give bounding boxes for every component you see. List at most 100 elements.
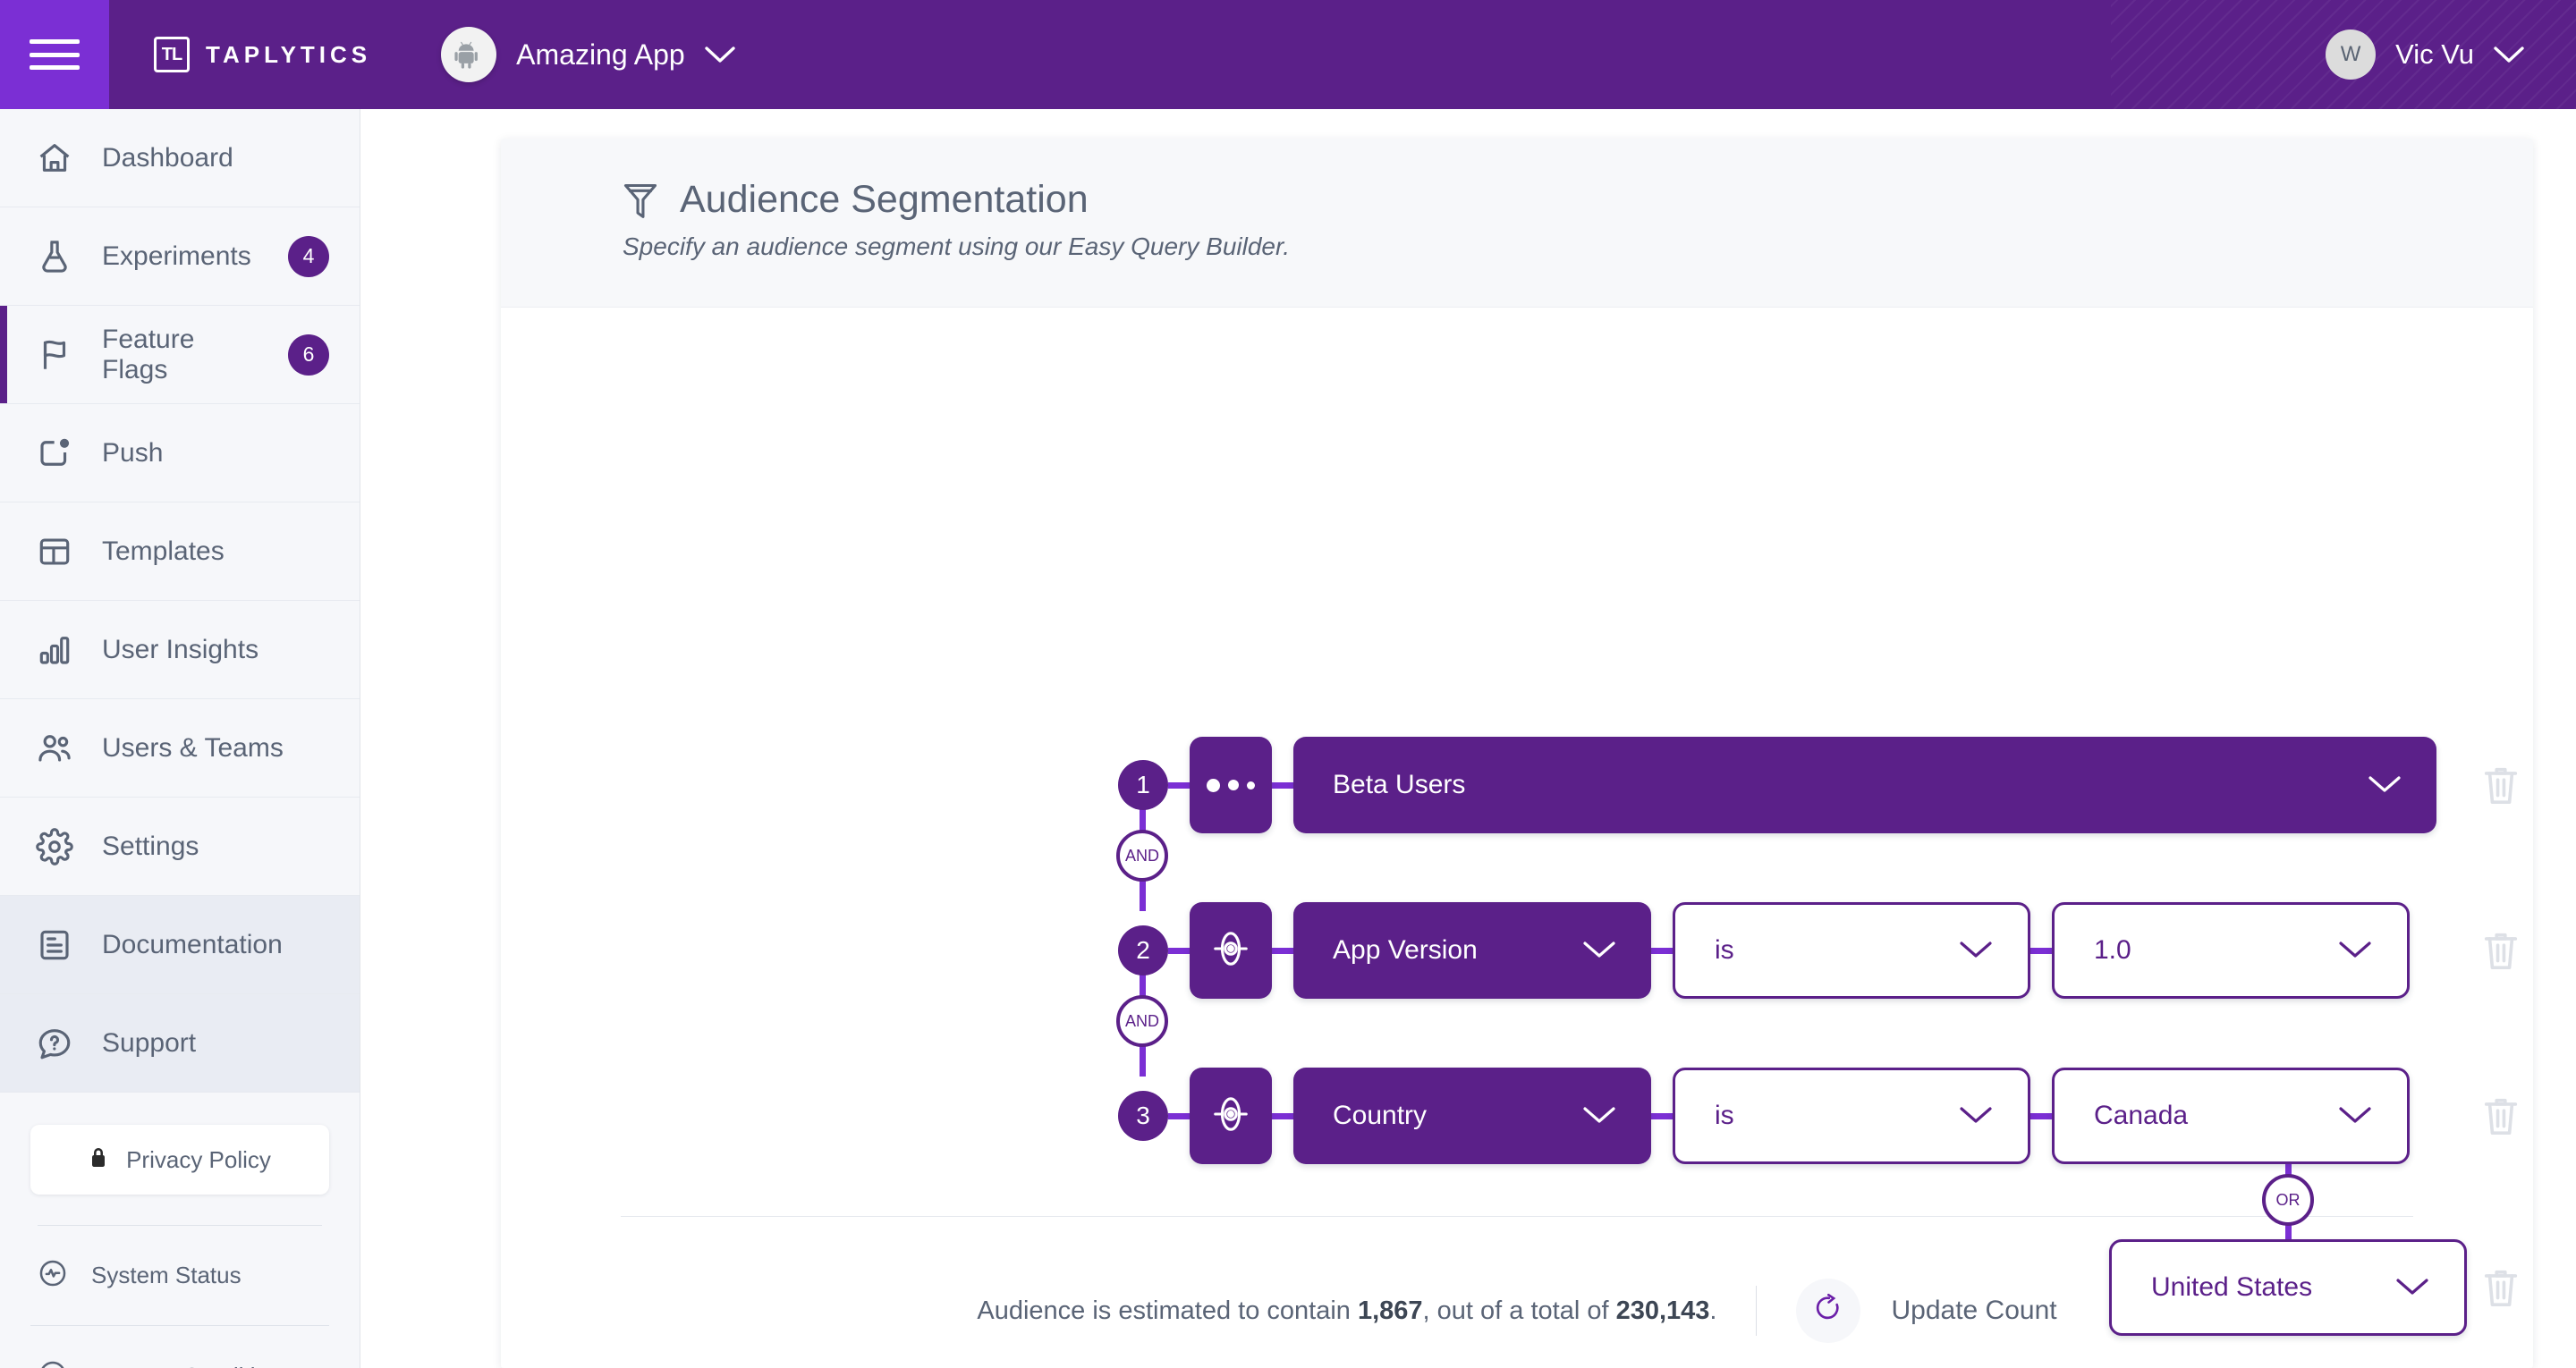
sidebar-item-templates[interactable]: Templates [0, 502, 360, 601]
sidebar-item-feature-flags[interactable]: Feature Flags 6 [0, 306, 360, 404]
sidebar-item-label: Documentation [102, 929, 283, 959]
sidebar-item-label: Feature Flags [102, 324, 195, 384]
row-connector [2030, 1112, 2052, 1119]
sidebar-item-settings[interactable]: Settings [0, 798, 360, 896]
value-select-row-3[interactable]: Canada [2052, 1068, 2410, 1164]
sidebar-item-documentation[interactable]: Documentation [0, 896, 360, 994]
trash-icon[interactable] [2480, 927, 2521, 974]
bar-chart-icon [34, 629, 75, 671]
sidebar: Dashboard Experiments 4 Feature Flags 6 Push T… [0, 109, 360, 1368]
privacy-policy-label: Privacy Policy [126, 1145, 271, 1173]
estimate-middle: , out of a total of [1422, 1296, 1616, 1325]
star-circle-icon [38, 1359, 68, 1368]
row-connector [1272, 947, 1293, 954]
operator-value: is [1715, 1101, 1734, 1130]
trash-icon[interactable] [2480, 762, 2521, 808]
operator-select-row-2[interactable]: is [1673, 902, 2030, 999]
user-menu[interactable]: W Vic Vu [2326, 30, 2576, 80]
sidebar-item-users-teams[interactable]: Users & Teams [0, 699, 360, 798]
brand-logo[interactable]: TL TAPLYTICS [109, 37, 371, 72]
system-status-label: System Status [91, 1262, 242, 1288]
audience-estimate-text: Audience is estimated to contain 1,867, … [977, 1296, 1716, 1326]
query-row-3: 3 Country [1118, 1068, 2410, 1164]
sidebar-item-label: Dashboard [102, 142, 233, 173]
app-selector[interactable]: Amazing App [441, 27, 735, 82]
sidebar-item-user-insights[interactable]: User Insights [0, 601, 360, 699]
query-sub-row-actions: OR [2480, 1239, 2533, 1336]
sidebar-item-label: Settings [102, 831, 199, 861]
query-row-1-actions: OR [2480, 737, 2533, 833]
sidebar-item-system-status[interactable]: System Status [30, 1226, 329, 1326]
sidebar-item-support[interactable]: Support [0, 994, 360, 1093]
row-connector [1651, 947, 1673, 954]
segment-type-icon-button[interactable] [1190, 1068, 1272, 1164]
chevron-down-icon [2339, 1101, 2371, 1131]
field-value: Beta Users [1333, 770, 1466, 799]
sidebar-item-dashboard[interactable]: Dashboard [0, 109, 360, 207]
update-count-button[interactable] [1796, 1279, 1861, 1343]
value-value: Canada [2094, 1101, 2189, 1130]
field-value: App Version [1333, 935, 1478, 965]
value-value: 1.0 [2094, 935, 2131, 965]
step-number: 3 [1118, 1091, 1168, 1141]
main-content: Audience Segmentation Specify an audienc… [360, 109, 2576, 1368]
query-builder: AND AND 1 Beta Users [501, 308, 2533, 1336]
sidebar-item-label: Push [102, 437, 164, 468]
target-icon [1211, 929, 1250, 973]
sidebar-item-experiments[interactable]: Experiments 4 [0, 207, 360, 306]
summary-separator [1756, 1286, 1758, 1336]
sidebar-item-push[interactable]: Push [0, 404, 360, 502]
value-select-row-2[interactable]: 1.0 [2052, 902, 2410, 999]
value-select-sub-row[interactable]: United States [2109, 1239, 2467, 1336]
user-name-label: Vic Vu [2395, 38, 2474, 70]
hamburger-menu-button[interactable] [0, 0, 109, 109]
query-row-2-actions: OR [2480, 902, 2533, 999]
trash-icon[interactable] [2480, 1264, 2521, 1311]
brand-name: TAPLYTICS [206, 40, 372, 68]
step-number: 2 [1118, 925, 1168, 975]
android-robot-icon [441, 27, 497, 82]
footer-divider [38, 1225, 322, 1226]
join-node-and-2[interactable]: AND [1116, 995, 1168, 1047]
estimate-total: 230,143 [1615, 1296, 1710, 1325]
query-row-1: 1 Beta Users [1118, 737, 2436, 833]
trash-icon[interactable] [2480, 1093, 2521, 1139]
row-connector [1272, 1112, 1293, 1119]
field-select-beta-users[interactable]: Beta Users [1293, 737, 2436, 833]
sidebar-item-label: Experiments [102, 241, 251, 271]
taplytics-mark-icon: TL [154, 37, 190, 72]
field-select-app-version[interactable]: App Version [1293, 902, 1651, 999]
segment-type-icon-button[interactable] [1190, 737, 1272, 833]
flag-icon [34, 334, 75, 376]
join-node-and-1[interactable]: AND [1116, 830, 1168, 882]
document-icon [34, 925, 75, 966]
app-name-label: Amazing App [516, 38, 685, 71]
footer-divider [621, 1216, 2413, 1217]
top-bar: TL TAPLYTICS Amazing App W Vic Vu [0, 0, 2576, 109]
funnel-icon [621, 179, 660, 222]
value-value: United States [2151, 1272, 2313, 1302]
query-sub-row: United States [2109, 1239, 2467, 1336]
join-node-or[interactable]: OR [2262, 1174, 2314, 1226]
privacy-policy-button[interactable]: Privacy Policy [30, 1125, 329, 1195]
operator-select-row-3[interactable]: is [1673, 1068, 2030, 1164]
page-subtitle: Specify an audience segment using our Ea… [623, 232, 1291, 260]
estimate-count: 1,867 [1357, 1296, 1423, 1325]
layout-icon [34, 531, 75, 572]
sidebar-item-label: User Insights [102, 634, 259, 664]
field-select-country[interactable]: Country [1293, 1068, 1651, 1164]
terms-conditions-label: Terms & Conditions [91, 1363, 292, 1368]
segment-type-icon-button[interactable] [1190, 902, 1272, 999]
sidebar-footer: Privacy Policy System Status Terms & Con… [0, 1093, 360, 1368]
gear-icon [34, 826, 75, 867]
chevron-down-icon [1960, 935, 1992, 966]
sidebar-item-label: Templates [102, 536, 225, 566]
row-connector [1168, 781, 1190, 789]
row-connector [1272, 781, 1293, 789]
home-icon [34, 138, 75, 179]
update-count-label[interactable]: Update Count [1891, 1296, 2057, 1325]
sidebar-item-terms-conditions[interactable]: Terms & Conditions [30, 1326, 329, 1368]
row-connector [1168, 1112, 1190, 1119]
page-title: Audience Segmentation [680, 178, 1089, 221]
pulse-circle-icon [38, 1258, 68, 1293]
